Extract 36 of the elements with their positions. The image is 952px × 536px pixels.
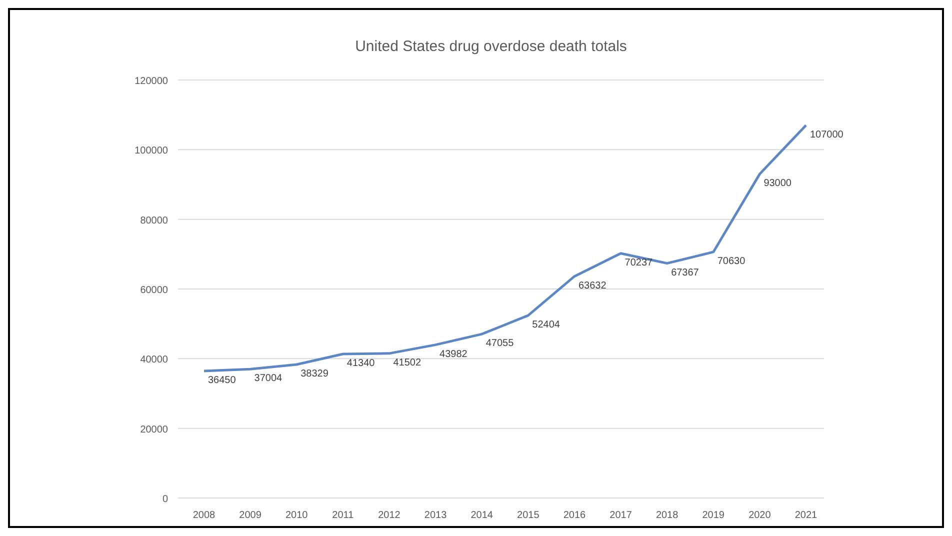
x-tick-label: 2020 (748, 510, 772, 521)
data-label: 41340 (346, 358, 376, 369)
x-tick-label: 2008 (192, 510, 216, 521)
y-tick-label: 60000 (140, 285, 168, 296)
y-tick-label: 0 (162, 494, 168, 505)
y-tick-label: 100000 (134, 146, 168, 157)
x-tick-label: 2010 (285, 510, 308, 521)
data-label: 38329 (300, 368, 329, 380)
data-label: 52404 (532, 319, 560, 330)
x-tick-label: 2018 (656, 510, 679, 521)
data-label: 107000 (810, 129, 844, 140)
data-label: 36450 (208, 375, 236, 386)
data-label: 93000 (764, 178, 792, 190)
x-tick-label: 2015 (517, 510, 540, 521)
data-label: 41502 (393, 357, 422, 368)
y-tick-label: 40000 (140, 354, 168, 366)
chart-title: United States drug overdose death totals (355, 38, 627, 55)
x-tick-label: 2016 (563, 510, 586, 521)
x-tick-label: 2009 (239, 510, 262, 521)
x-tick-label: 2021 (794, 510, 818, 521)
x-tick-label: 2014 (470, 510, 494, 521)
x-tick-label: 2019 (702, 510, 725, 521)
x-tick-label: 2012 (378, 510, 401, 521)
y-tick-label: 120000 (134, 76, 168, 87)
data-label: 63632 (578, 280, 607, 292)
data-label: 47055 (486, 338, 514, 350)
y-tick-label: 80000 (140, 215, 168, 226)
y-tick-label: 20000 (140, 424, 168, 436)
x-tick-label: 2013 (424, 510, 448, 521)
x-tick-label: 2011 (332, 510, 354, 521)
data-label: 70630 (717, 256, 746, 267)
data-label: 70237 (624, 257, 654, 268)
data-label: 37004 (254, 373, 283, 384)
data-label: 43982 (440, 348, 468, 360)
x-tick-label: 2017 (610, 510, 632, 521)
data-label: 67367 (671, 267, 700, 278)
